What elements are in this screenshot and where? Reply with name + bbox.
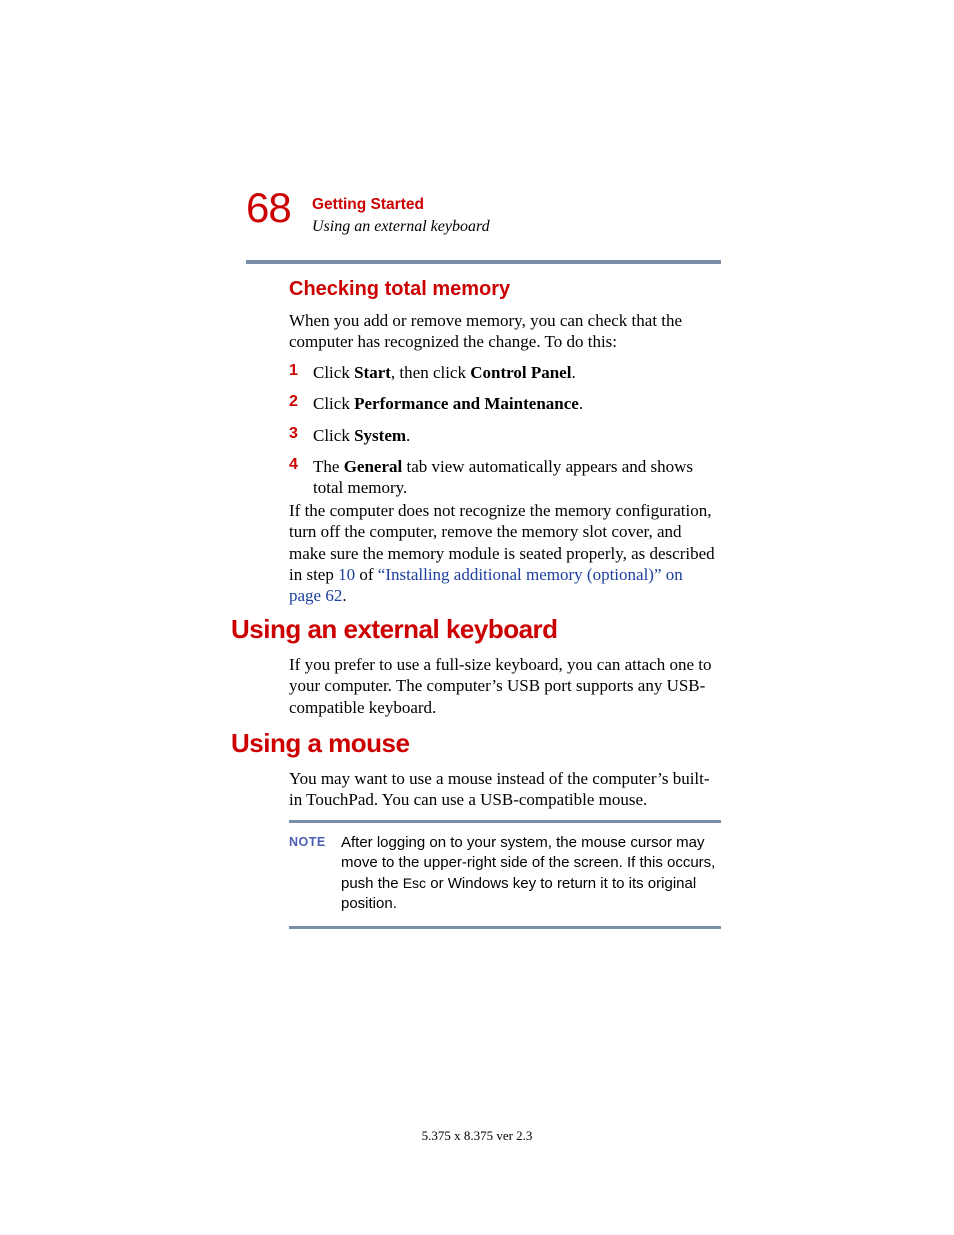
step-text: Click Start, then click Control Panel. [313,362,719,383]
followup-paragraph: If the computer does not recognize the m… [289,500,719,606]
section-subtitle: Using an external keyboard [312,218,490,236]
step-number: 2 [289,393,313,411]
chapter-title: Getting Started [312,196,490,214]
step-1: 1 Click Start, then click Control Panel. [289,362,719,383]
section-using-mouse: Using a mouse [231,728,721,759]
running-header: Getting Started Using an external keyboa… [312,196,490,236]
section-checking-memory: Checking total memory [289,278,719,301]
heading-using-mouse: Using a mouse [231,728,721,759]
heading-external-keyboard: Using an external keyboard [231,614,721,645]
step-text: The General tab view automatically appea… [313,456,719,499]
key-esc: Esc [403,875,426,891]
note-label: NOTE [289,833,341,914]
note-rule-bottom [289,926,721,929]
heading-checking-memory: Checking total memory [289,278,719,301]
page-number: 68 [246,184,291,232]
step-number: 4 [289,456,313,474]
step-text: Click System. [313,425,719,446]
note-callout: NOTE After logging on to your system, th… [289,820,721,929]
footer-text: 5.375 x 8.375 ver 2.3 [0,1128,954,1144]
section-external-keyboard: Using an external keyboard [231,614,721,645]
step-number: 3 [289,425,313,443]
ordered-steps: 1 Click Start, then click Control Panel.… [289,362,719,508]
step-number: 1 [289,362,313,380]
xref-step-10[interactable]: 10 [338,565,355,584]
step-4: 4 The General tab view automatically app… [289,456,719,499]
external-keyboard-body: If you prefer to use a full-size keyboar… [289,654,719,718]
intro-paragraph: When you add or remove memory, you can c… [289,310,719,353]
step-3: 3 Click System. [289,425,719,446]
using-mouse-body: You may want to use a mouse instead of t… [289,768,719,811]
note-text: After logging on to your system, the mou… [341,833,721,914]
header-rule [246,260,721,264]
page: 68 Getting Started Using an external key… [0,0,954,1235]
step-2: 2 Click Performance and Maintenance. [289,393,719,414]
step-text: Click Performance and Maintenance. [313,393,719,414]
